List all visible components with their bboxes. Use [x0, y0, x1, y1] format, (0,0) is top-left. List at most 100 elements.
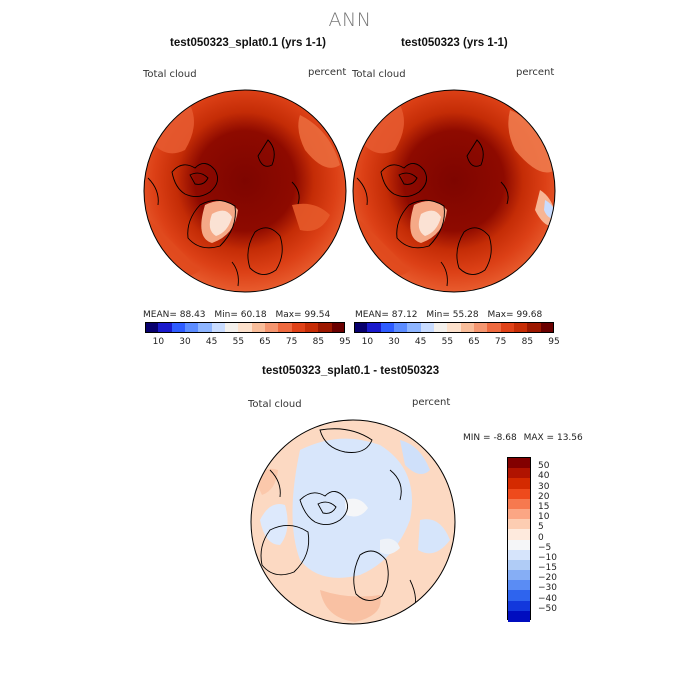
colorbar-cell — [508, 468, 530, 479]
panel-1-colorbar-ticks: 10 30 45 55 65 75 85 95 — [145, 337, 351, 349]
colorbar-tick-label: −30 — [538, 583, 557, 594]
panel-2-colorbar-ticks: 10 30 45 55 65 75 85 95 — [354, 337, 560, 349]
colorbar-tick-label: −10 — [538, 552, 557, 563]
colorbar-cell — [508, 508, 530, 520]
colorbar-tick-label: 10 — [361, 337, 374, 347]
colorbar-tick-label: 75 — [285, 337, 298, 347]
panel-2-variable-label: Total cloud — [352, 69, 406, 80]
colorbar-tick-label: 20 — [538, 491, 550, 502]
colorbar-cell — [251, 322, 266, 333]
colorbar-cell — [305, 322, 319, 333]
colorbar-cell — [318, 322, 333, 333]
colorbar-tick-label: 10 — [538, 512, 550, 523]
diff-variable-label: Total cloud — [248, 399, 302, 410]
colorbar-tick-label: −40 — [538, 593, 557, 604]
panel-2-title: test050323 (yrs 1-1) — [401, 37, 508, 49]
colorbar-tick-label: 10 — [152, 337, 165, 347]
colorbar-cell — [508, 519, 530, 530]
colorbar-cell — [291, 322, 306, 333]
colorbar-cell — [225, 322, 239, 333]
colorbar-tick-label: 0 — [538, 532, 544, 543]
colorbar-cell — [527, 322, 542, 333]
colorbar-cell — [508, 570, 530, 581]
diff-panel-title: test050323_splat0.1 - test050323 — [262, 365, 440, 377]
colorbar-cell — [508, 529, 530, 540]
colorbar-tick-label: 5 — [538, 522, 544, 533]
colorbar-cell — [508, 458, 530, 469]
colorbar-tick-label: 45 — [205, 337, 218, 347]
colorbar-cell — [508, 488, 530, 500]
colorbar-tick-label: −15 — [538, 563, 557, 574]
panel-2-coastlines — [356, 139, 509, 287]
colorbar-cell — [211, 322, 226, 333]
panel-2-units-label: percent — [516, 67, 555, 78]
colorbar-cell — [420, 322, 435, 333]
panel-2-disk — [353, 90, 555, 292]
colorbar-cell — [434, 322, 448, 333]
colorbar-cell — [185, 322, 199, 333]
panel-1-title: test050323_splat0.1 (yrs 1-1) — [170, 37, 326, 49]
main-title: ANN — [328, 9, 372, 31]
colorbar-cell — [407, 322, 422, 333]
diff-fields — [255, 438, 450, 622]
panel-1-stats: MEAN= 88.43 Min= 60.18 Max= 99.54 — [143, 310, 331, 320]
colorbar-cell — [145, 322, 159, 333]
colorbar-tick-label: −20 — [538, 573, 557, 584]
diff-colorbar — [507, 457, 531, 622]
diff-coastlines — [260, 428, 416, 616]
colorbar-tick-label: 55 — [232, 337, 245, 347]
colorbar-tick-label: 30 — [388, 337, 400, 347]
colorbar-tick-label: 45 — [414, 337, 427, 347]
diff-colorbar-ticks: 50 40 30 20 15 10 5 0 −5 −10 −15 −20 −30 −40 −50 — [538, 457, 578, 620]
colorbar-tick-label: 40 — [538, 471, 550, 482]
colorbar-cell — [514, 322, 528, 333]
panel-2-fields — [360, 105, 555, 276]
colorbar-cell — [198, 322, 213, 333]
colorbar-cell — [487, 322, 502, 333]
colorbar-cell — [394, 322, 408, 333]
colorbar-cell — [540, 322, 555, 333]
colorbar-cell — [380, 322, 395, 333]
colorbar-cell — [474, 322, 488, 333]
colorbar-cell — [354, 322, 368, 333]
colorbar-tick-label: 15 — [538, 501, 550, 512]
colorbar-cell — [265, 322, 279, 333]
colorbar-cell — [508, 610, 530, 622]
colorbar-tick-label: −5 — [538, 542, 552, 553]
diff-min-max: MIN = -8.68 MAX = 13.56 — [463, 433, 583, 443]
colorbar-cell — [508, 590, 530, 602]
colorbar-cell — [508, 580, 530, 591]
colorbar-tick-label: 85 — [521, 337, 534, 347]
colorbar-cell — [508, 478, 530, 490]
colorbar-tick-label: 65 — [468, 337, 480, 347]
panel-1-colorbar — [145, 322, 346, 333]
colorbar-tick-label: 50 — [538, 461, 550, 472]
panel-1-disk — [144, 90, 346, 292]
colorbar-tick-label: 65 — [259, 337, 271, 347]
colorbar-cell — [158, 322, 173, 333]
colorbar-cell — [331, 322, 346, 333]
colorbar-cell — [508, 600, 530, 612]
colorbar-cell — [278, 322, 293, 333]
colorbar-cell — [508, 559, 530, 571]
panel-1-variable-label: Total cloud — [143, 69, 197, 80]
colorbar-cell — [460, 322, 475, 333]
colorbar-tick-label: 55 — [441, 337, 454, 347]
colorbar-cell — [238, 322, 253, 333]
colorbar-tick-label: 85 — [312, 337, 325, 347]
colorbar-tick-label: 30 — [538, 481, 550, 492]
colorbar-cell — [447, 322, 462, 333]
diff-units-label: percent — [412, 397, 451, 408]
panel-1-fields — [150, 105, 340, 276]
panel-2-stats: MEAN= 87.12 Min= 55.28 Max= 99.68 — [355, 310, 543, 320]
colorbar-tick-label: 95 — [339, 337, 351, 347]
colorbar-cell — [508, 549, 530, 561]
colorbar-cell — [508, 498, 530, 510]
colorbar-tick-label: 95 — [548, 337, 560, 347]
colorbar-cell — [367, 322, 382, 333]
colorbar-cell — [171, 322, 186, 333]
panel-1-coastlines — [147, 139, 300, 287]
panel-1-units-label: percent — [308, 67, 347, 78]
